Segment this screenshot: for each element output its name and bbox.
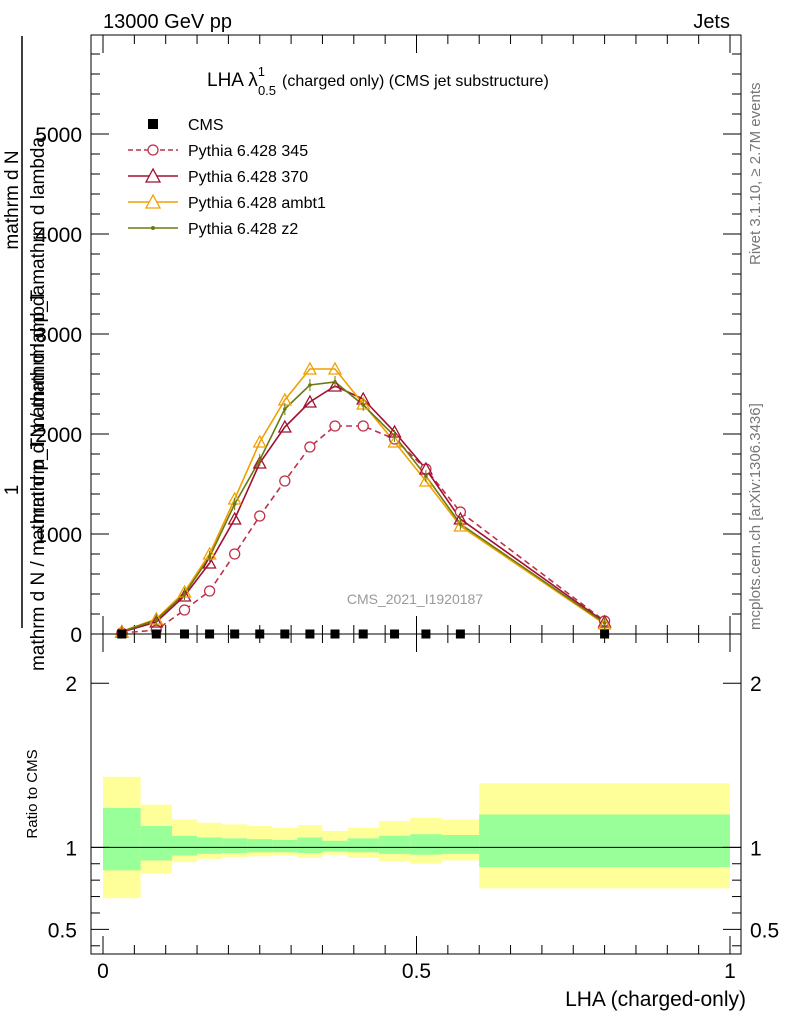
series-marker-1 <box>302 394 318 408</box>
main-ylabel-numerator: mathrm d N <box>2 150 23 249</box>
ratio-y-tick-label-right: 2 <box>750 673 762 696</box>
series-marker-0 <box>329 420 341 432</box>
title-rest: (charged only) (CMS jet substructure) <box>282 73 549 90</box>
ratio-band-inner <box>322 840 348 852</box>
series-marker-0 <box>279 475 291 487</box>
legend: CMS Pythia 6.428 345 Pythia 6.428 370 Pythi… <box>128 117 326 238</box>
series-marker-0 <box>254 510 266 522</box>
ratio-y-tick-label-left: 2 <box>65 673 77 696</box>
ratio-axis-ticks <box>91 634 741 954</box>
series-marker-0 <box>357 420 369 432</box>
ratio-band-inner <box>247 839 273 853</box>
series-marker-2 <box>252 434 267 448</box>
series-marker-2 <box>302 361 318 375</box>
title-superscript: 1 <box>258 64 265 79</box>
x-tick-label: 0 <box>97 960 109 983</box>
main-y-tick-label: 3000 <box>35 324 82 347</box>
ratio-y-tick-label-left: 1 <box>65 837 77 860</box>
title-main: LHA λ <box>207 70 258 91</box>
main-ylabel-denominator-b: mathrm d N / mathrm d p_T mathrm d lambd… <box>28 285 49 672</box>
main-plot-title: LHA λ1 0.5 (charged only) (CMS jet substru… <box>207 64 549 98</box>
main-axis-ticks <box>91 35 741 635</box>
main-y-tick-label: 1000 <box>35 524 82 547</box>
main-y-tick-label: 5000 <box>35 124 82 147</box>
x-tick-label: 1 <box>724 960 736 983</box>
series-marker-1 <box>149 614 164 628</box>
ratio-band-inner <box>140 826 172 861</box>
series-marker-0 <box>304 441 316 453</box>
main-ylabel-denominator-a: mathrm d N / mathrm d p_T mathrm d lambd… <box>28 137 49 524</box>
main-ylabel-top: 1 <box>2 485 23 496</box>
series-line-1 <box>121 385 606 633</box>
series-marker-0 <box>229 548 241 560</box>
ratio-band-inner <box>378 835 411 854</box>
mcplots-source-label: mcplots.cern.ch [arXiv:1306.3436] <box>747 403 764 630</box>
series-marker-0 <box>178 604 191 616</box>
ratio-y-tick-label-right: 0.5 <box>750 919 779 942</box>
legend-label-cms: CMS <box>188 117 224 134</box>
main-y-tick-label: 0 <box>70 624 82 647</box>
series-marker-2 <box>453 518 468 532</box>
ratio-plot: 0.5 0.51 12 2 0 0.5 1 Ratio to CMS LHA (charg… <box>24 633 779 1011</box>
series-marker-2 <box>327 361 343 375</box>
ratio-y-tick-label-left: 0.5 <box>48 919 77 942</box>
header-right-label: Jets <box>693 11 730 33</box>
x-axis-label: LHA (charged-only) <box>565 988 746 1011</box>
legend-label-1: Pythia 6.428 370 <box>188 169 308 186</box>
analysis-watermark: CMS_2021_I1920187 <box>347 591 483 607</box>
ratio-ylabel: Ratio to CMS <box>24 749 41 838</box>
series-marker-2 <box>418 473 433 487</box>
series-marker-2 <box>387 434 402 448</box>
ratio-band-inner <box>441 835 480 854</box>
series-marker-1 <box>202 555 217 569</box>
legend-label-0: Pythia 6.428 345 <box>188 143 308 160</box>
legend-marker-0 <box>147 144 159 156</box>
series-marker-1 <box>252 455 267 469</box>
legend-marker-3 <box>151 226 155 230</box>
ratio-y-tick-label-right: 1 <box>750 837 762 860</box>
series-marker-1 <box>227 511 242 525</box>
legend-label-2: Pythia 6.428 ambt1 <box>188 195 326 212</box>
ratio-band-inner <box>347 838 379 853</box>
ratio-band-inner <box>171 835 198 856</box>
ratio-y-tick-labels: 0.5 0.5 1 1 2 2 <box>48 673 779 942</box>
main-y-tick-label: 2000 <box>35 424 82 447</box>
series-marker-1 <box>277 419 292 433</box>
legend-label-3: Pythia 6.428 z2 <box>188 221 298 238</box>
ratio-uncertainty-bands <box>103 776 730 899</box>
legend-marker-2 <box>144 193 162 209</box>
legend-marker-1 <box>144 167 162 183</box>
header-left-label: 13000 GeV pp <box>103 11 232 33</box>
main-y-tick-labels: 0 1000 2000 3000 4000 5000 <box>35 124 82 647</box>
ratio-band-inner <box>297 837 323 854</box>
ratio-band-inner <box>222 838 248 854</box>
rivet-version-label: Rivet 3.1.10, ≥ 2.7M events <box>747 83 764 266</box>
legend-marker-cms <box>148 119 158 129</box>
main-y-tick-label: 4000 <box>35 224 82 247</box>
title-subscript: 0.5 <box>258 83 276 98</box>
x-tick-labels: 0 0.5 1 <box>97 960 736 983</box>
series-marker-1 <box>177 588 192 602</box>
ratio-band-inner <box>103 807 141 871</box>
series-marker-0 <box>203 585 216 597</box>
ratio-band-inner <box>197 837 223 854</box>
ratio-band-inner <box>410 834 442 855</box>
series-marker-1 <box>327 378 343 392</box>
x-tick-label: 0.5 <box>402 960 431 983</box>
ratio-band-inner <box>272 839 298 853</box>
ratio-band-inner <box>479 814 730 868</box>
